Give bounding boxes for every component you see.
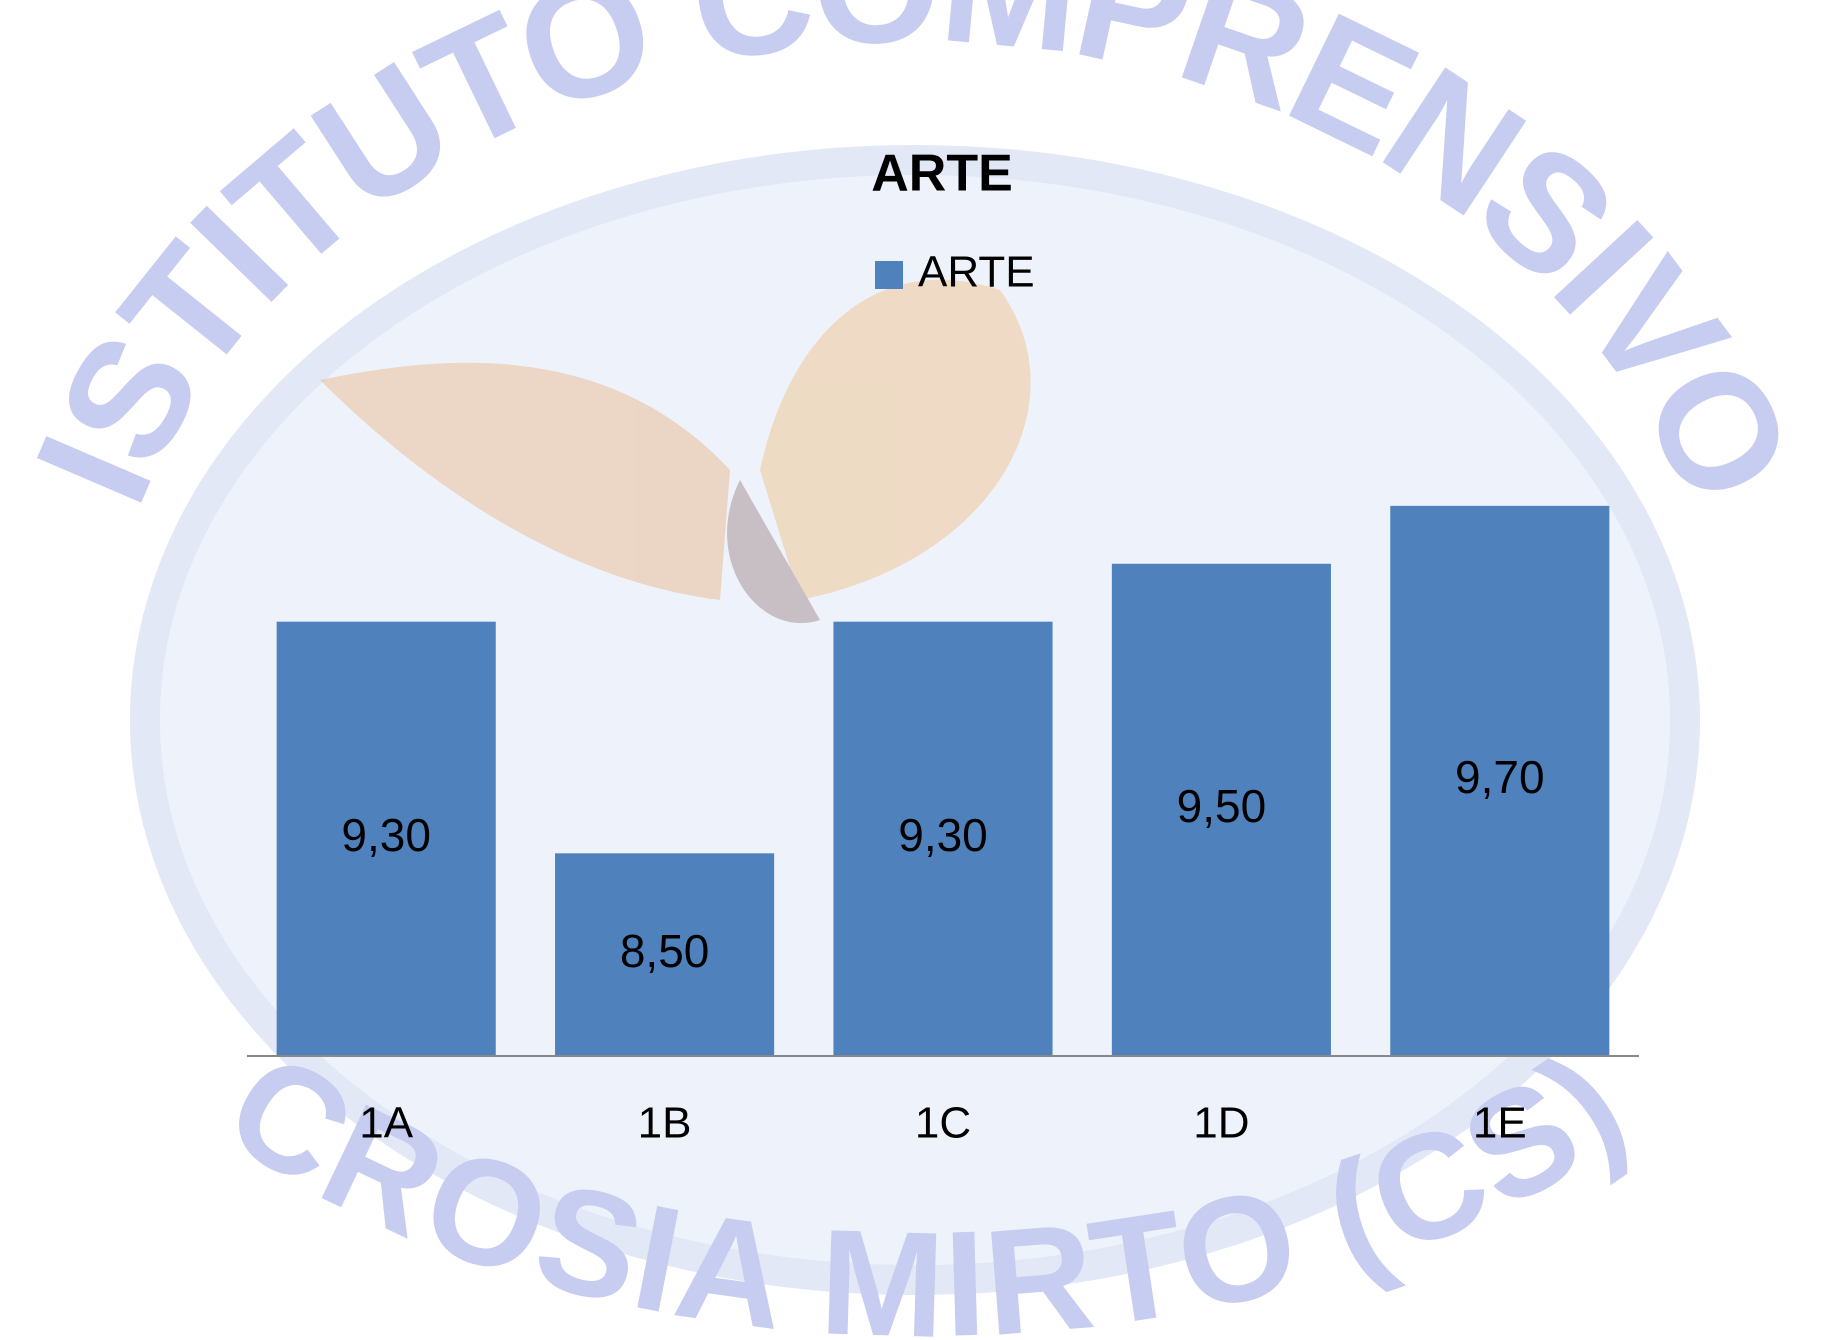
data-label: 9,30 [898,809,988,861]
x-tick-label: 1D [1193,1099,1249,1148]
legend-swatch [875,261,903,289]
data-label: 8,50 [620,925,710,977]
x-tick-label: 1E [1473,1099,1527,1148]
x-tick-label: 1B [638,1099,692,1148]
x-tick-label: 1A [359,1099,413,1148]
chart: ISTITUTO COMPRENSIVO CROSIA MIRTO (CS) A… [0,0,1825,1340]
legend-label: ARTE [918,248,1035,297]
data-label: 9,50 [1177,780,1267,832]
chart-title: ARTE [871,145,1013,203]
data-label: 9,70 [1455,751,1545,803]
page: ISTITUTO COMPRENSIVO CROSIA MIRTO (CS) A… [0,0,1825,1340]
x-tick-label: 1C [915,1099,971,1148]
data-label: 9,30 [341,809,431,861]
